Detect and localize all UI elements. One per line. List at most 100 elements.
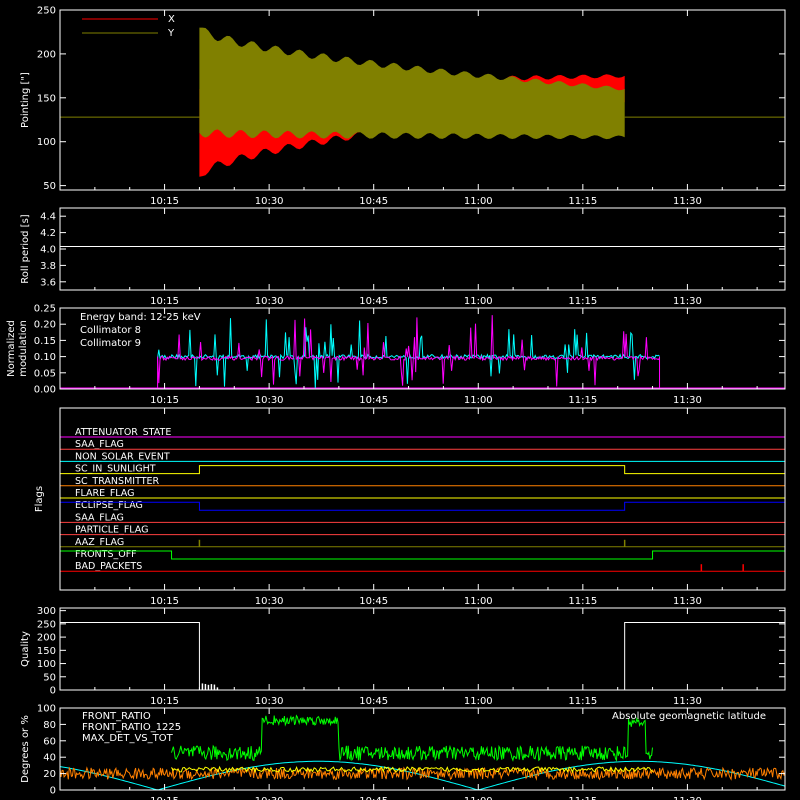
flag-label-sc-in-sunlight: SC_IN_SUNLIGHT (75, 464, 156, 475)
y-tick-label: 0.15 (34, 336, 56, 347)
legend-label-max-det-vs-tot: MAX_DET_VS_TOT (82, 733, 174, 744)
legend-label-geomagnetic-latitude: Absolute geomagnetic latitude (612, 711, 766, 722)
x-tick-label: 11:00 (464, 196, 493, 207)
y-tick-label: 250 (37, 619, 56, 630)
x-tick-label: 11:30 (673, 196, 702, 207)
modulation-panel: 10:15 10:30 10:45 11:00 11:15 11:30 0.00 0.05 0.… (6, 304, 786, 406)
y-tick-label: 0.25 (34, 304, 56, 315)
flag-label-bad-packets: BAD_PACKETS (75, 561, 142, 572)
y-tick-label: 3.6 (40, 277, 56, 288)
plot-frame (59, 707, 786, 791)
y-tick-label: 100 (37, 137, 56, 148)
legend-label-x: X (168, 14, 175, 25)
x-tick-label: 10:15 (150, 696, 179, 707)
y-tick-label: 0.00 (34, 385, 56, 396)
y-tick-label: 20 (43, 769, 56, 780)
x-tick-label: 10:15 (150, 296, 179, 307)
x-tick-label: 10:15 (150, 596, 179, 607)
x-tick-label: 11:15 (568, 196, 597, 207)
x-tick-label: 11:30 (673, 296, 702, 307)
quality-panel: 10:15 10:30 10:45 11:00 11:15 11:30 0 50 100 150 2… (20, 606, 786, 707)
flag-label-flare-flag: FLARE_FLAG (75, 488, 135, 499)
plot-frame (59, 407, 786, 591)
flag-label-eclipse-flag: ECLIPSE_FLAG (75, 500, 143, 511)
y-tick-label: 200 (37, 49, 56, 60)
y-tick-label: 3.8 (40, 261, 56, 272)
ratios-panel: 10:15 10:30 10:45 11:00 11:15 11:30 0 20 40 60 80 1… (20, 704, 786, 800)
x-tick-label: 10:15 (150, 395, 179, 406)
x-tick-label: 11:15 (568, 296, 597, 307)
y-axis-label: Degrees or % (20, 715, 31, 783)
y-tick-label: 300 (37, 606, 56, 617)
y-tick-label: 0.05 (34, 368, 56, 379)
y-tick-label: 4.4 (40, 212, 56, 223)
x-tick-label: 10:30 (255, 296, 284, 307)
x-tick-label: 11:00 (464, 296, 493, 307)
series-y-envelope (199, 27, 625, 140)
y-tick-label: 100 (37, 704, 56, 715)
x-tick-label: 11:00 (464, 796, 493, 800)
flag-label-attenuator-state: ATTENUATOR_STATE (75, 427, 171, 438)
x-tick-label: 11:00 (464, 395, 493, 406)
y-tick-label: 150 (37, 93, 56, 104)
y-axis-label-line1: Normalized (6, 320, 17, 377)
y-tick-label: 4.0 (40, 245, 56, 256)
x-tick-label: 10:15 (150, 796, 179, 800)
plot-frame (59, 307, 786, 390)
x-tick-label: 10:15 (150, 196, 179, 207)
series-front-ratio-line (171, 765, 653, 774)
x-tick-label: 10:45 (359, 196, 388, 207)
x-tick-label: 10:30 (255, 596, 284, 607)
y-axis-label: Pointing ["] (20, 72, 31, 128)
y-tick-label: 200 (37, 633, 56, 644)
roll-period-panel: 10:15 10:30 10:45 11:00 11:15 11:30 3.6 3.8 4.0 4… (20, 207, 786, 307)
legend-label-front-ratio: FRONT_RATIO (82, 711, 151, 722)
x-tick-label: 11:15 (568, 696, 597, 707)
flag-label-saa-flag: SAA_FLAG (75, 439, 124, 450)
flag-label-particle-flag: PARTICLE_FLAG (75, 525, 148, 536)
y-axis-label: Quality (20, 631, 31, 667)
flag-label-sc-transmitter: SC_TRANSMITTER (75, 476, 160, 487)
y-tick-label: 60 (43, 736, 56, 747)
y-tick-label: 80 (43, 720, 56, 731)
y-tick-label: 250 (37, 6, 56, 17)
y-tick-label: 100 (37, 659, 56, 670)
x-tick-label: 11:30 (673, 395, 702, 406)
flag-line (59, 550, 786, 560)
series-collimator-9-line (157, 315, 660, 387)
x-tick-label: 11:30 (673, 796, 702, 800)
legend-label-collimator-9: Collimator 9 (80, 338, 141, 349)
flag-label-saa-flag: SAA_FLAG (75, 512, 124, 523)
x-tick-label: 11:00 (464, 596, 493, 607)
series-collimator-8-line (157, 318, 660, 389)
legend-label-front-ratio-1225: FRONT_RATIO_1225 (82, 722, 181, 733)
y-tick-label: 50 (43, 672, 56, 683)
plot-frame (59, 607, 786, 691)
x-tick-label: 10:30 (255, 796, 284, 800)
series-geomagnetic-latitude-line (59, 760, 786, 791)
x-tick-label: 11:30 (673, 696, 702, 707)
x-tick-label: 10:45 (359, 796, 388, 800)
y-tick-label: 0.20 (34, 320, 56, 331)
x-tick-label: 11:15 (568, 596, 597, 607)
y-tick-label: 0 (50, 686, 56, 697)
y-tick-label: 50 (43, 181, 56, 192)
x-tick-label: 11:15 (568, 395, 597, 406)
plot-frame (59, 9, 786, 191)
x-tick-label: 10:45 (359, 296, 388, 307)
flag-line (59, 501, 786, 511)
y-tick-label: 0.10 (34, 352, 56, 363)
x-tick-label: 11:00 (464, 696, 493, 707)
x-tick-label: 10:45 (359, 596, 388, 607)
y-axis-label: Flags (34, 486, 45, 512)
energy-band-annotation: Energy band: 12-25 keV (80, 312, 201, 323)
y-tick-label: 150 (37, 646, 56, 657)
flag-label-fronts-off: FRONTS_OFF (75, 549, 137, 560)
x-tick-label: 10:45 (359, 696, 388, 707)
x-tick-label: 11:15 (568, 796, 597, 800)
pointing-panel: 10:15 10:30 10:45 11:00 11:15 11:30 50 100 150 20… (20, 6, 786, 207)
series-front-ratio-1225-line (171, 714, 653, 762)
legend-label-y: Y (167, 28, 175, 39)
flag-line (60, 465, 785, 475)
